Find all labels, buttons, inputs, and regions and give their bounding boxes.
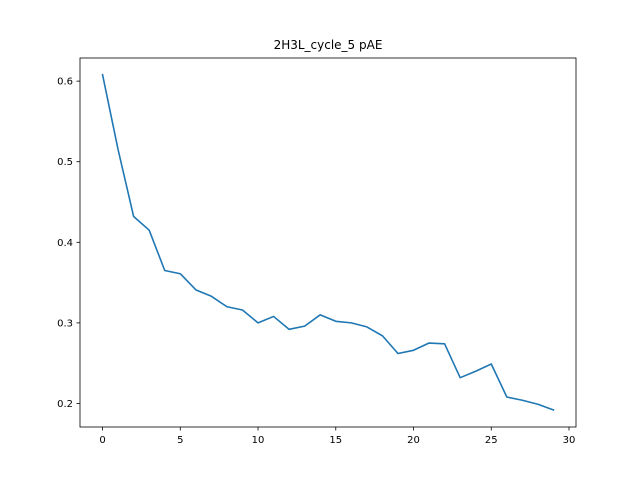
x-tick-label: 15 bbox=[329, 435, 342, 446]
x-tick-label: 10 bbox=[252, 435, 265, 446]
x-tick-label: 20 bbox=[407, 435, 420, 446]
y-tick-label: 0.6 bbox=[57, 77, 73, 88]
y-tick-label: 0.3 bbox=[57, 318, 73, 329]
y-tick-label: 0.2 bbox=[57, 399, 73, 410]
plot-area bbox=[80, 58, 576, 427]
x-tick-label: 30 bbox=[563, 435, 576, 446]
x-tick-label: 25 bbox=[485, 435, 498, 446]
y-tick-label: 0.4 bbox=[57, 238, 73, 249]
y-axis: 0.2 0.3 0.4 0.5 0.6 bbox=[57, 77, 80, 410]
y-tick-label: 0.5 bbox=[57, 157, 73, 168]
chart-title: 2H3L_cycle_5 pAE bbox=[274, 38, 383, 52]
x-tick-label: 0 bbox=[99, 435, 105, 446]
plot-frame bbox=[79, 57, 577, 428]
x-tick-label: 5 bbox=[177, 435, 183, 446]
x-axis: 0 5 10 15 20 25 30 bbox=[99, 427, 575, 446]
series-line bbox=[101, 73, 555, 411]
